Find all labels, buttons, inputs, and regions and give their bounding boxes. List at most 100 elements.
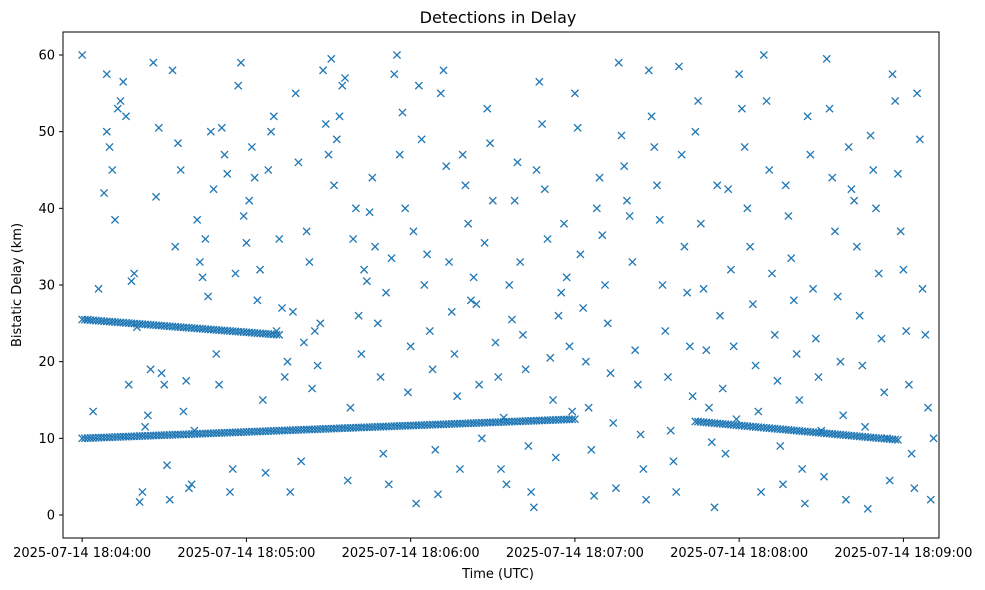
- data-point: [100, 188, 109, 198]
- x-tick-label: 2025-07-14 18:05:00: [177, 546, 315, 561]
- data-point: [379, 449, 388, 458]
- data-point: [661, 326, 670, 336]
- data-point: [828, 173, 837, 182]
- data-point: [146, 365, 155, 374]
- data-point: [800, 499, 809, 508]
- data-point: [209, 185, 218, 194]
- data-point: [384, 480, 393, 489]
- data-point: [677, 150, 686, 159]
- data-point: [655, 215, 664, 224]
- x-tick-label: 2025-07-14 18:06:00: [342, 546, 480, 561]
- data-point: [861, 422, 870, 431]
- data-point: [806, 150, 815, 159]
- data-point: [354, 311, 363, 320]
- data-point: [143, 411, 152, 420]
- data-point: [737, 104, 746, 113]
- data-point: [746, 242, 755, 251]
- data-point: [338, 81, 347, 90]
- data-point: [256, 265, 265, 274]
- data-point: [773, 376, 782, 385]
- data-point: [844, 142, 853, 152]
- data-point: [792, 349, 801, 359]
- data-point: [425, 326, 434, 336]
- data-point: [833, 292, 842, 301]
- data-point: [713, 181, 722, 190]
- data-point: [464, 219, 473, 228]
- data-point: [652, 181, 662, 190]
- data-point: [518, 330, 527, 339]
- data-point: [819, 472, 829, 481]
- y-tick-label: 30: [38, 279, 55, 294]
- x-axis-label: Time (UTC): [461, 567, 534, 582]
- data-point: [551, 453, 560, 462]
- data-point: [447, 307, 456, 316]
- data-point: [472, 300, 481, 309]
- y-tick-label: 50: [38, 125, 55, 140]
- data-point: [130, 269, 139, 278]
- data-point: [217, 123, 226, 132]
- data-point: [557, 288, 566, 297]
- data-point: [442, 162, 451, 171]
- data-point: [611, 484, 621, 493]
- data-point: [201, 234, 210, 244]
- data-point: [302, 227, 311, 236]
- data-point: [502, 480, 511, 489]
- data-point: [600, 280, 610, 290]
- data-point: [428, 365, 437, 374]
- data-point: [699, 284, 708, 293]
- data-point: [206, 127, 215, 136]
- data-point: [291, 89, 300, 98]
- data-point: [168, 66, 177, 75]
- data-point: [674, 62, 683, 71]
- data-point: [896, 227, 905, 236]
- data-point: [647, 112, 656, 121]
- y-tick-label: 0: [47, 509, 55, 524]
- data-point: [433, 490, 443, 499]
- data-point: [570, 89, 579, 98]
- data-point: [294, 158, 303, 167]
- data-point: [269, 112, 278, 121]
- data-point: [524, 441, 533, 451]
- y-tick-label: 40: [38, 202, 55, 217]
- data-point: [349, 234, 358, 244]
- data-point: [461, 181, 470, 190]
- data-point: [102, 70, 111, 79]
- data-point: [584, 403, 593, 412]
- data-point: [811, 334, 820, 343]
- data-point: [929, 434, 938, 443]
- data-point: [729, 342, 738, 351]
- data-point: [305, 257, 314, 267]
- data-point: [888, 70, 897, 79]
- data-point: [598, 231, 607, 240]
- data-point: [340, 73, 350, 83]
- data-point: [568, 415, 577, 424]
- data-point: [157, 369, 166, 378]
- data-point: [436, 89, 445, 98]
- data-point: [420, 280, 429, 290]
- data-point: [193, 215, 202, 224]
- data-point: [398, 108, 407, 117]
- data-point: [696, 219, 705, 228]
- data-point: [691, 127, 700, 136]
- data-point: [617, 131, 626, 140]
- data-point: [516, 257, 525, 267]
- data-point: [395, 150, 404, 159]
- data-point: [751, 361, 760, 370]
- data-point: [381, 288, 391, 297]
- data-point: [198, 273, 207, 282]
- data-point: [694, 96, 703, 106]
- data-point: [346, 403, 355, 412]
- data-point: [915, 135, 924, 144]
- data-point: [89, 407, 98, 416]
- data-point: [595, 173, 604, 182]
- x-axis: 2025-07-14 18:04:00 2025-07-14 18:05:00 20…: [13, 538, 972, 561]
- data-point: [176, 165, 185, 175]
- data-point: [390, 70, 399, 79]
- data-point: [121, 112, 131, 121]
- data-point: [814, 372, 823, 382]
- data-point: [891, 435, 900, 444]
- data-point: [102, 127, 111, 136]
- data-point: [308, 384, 317, 393]
- data-point: [781, 181, 790, 190]
- data-point: [491, 338, 500, 347]
